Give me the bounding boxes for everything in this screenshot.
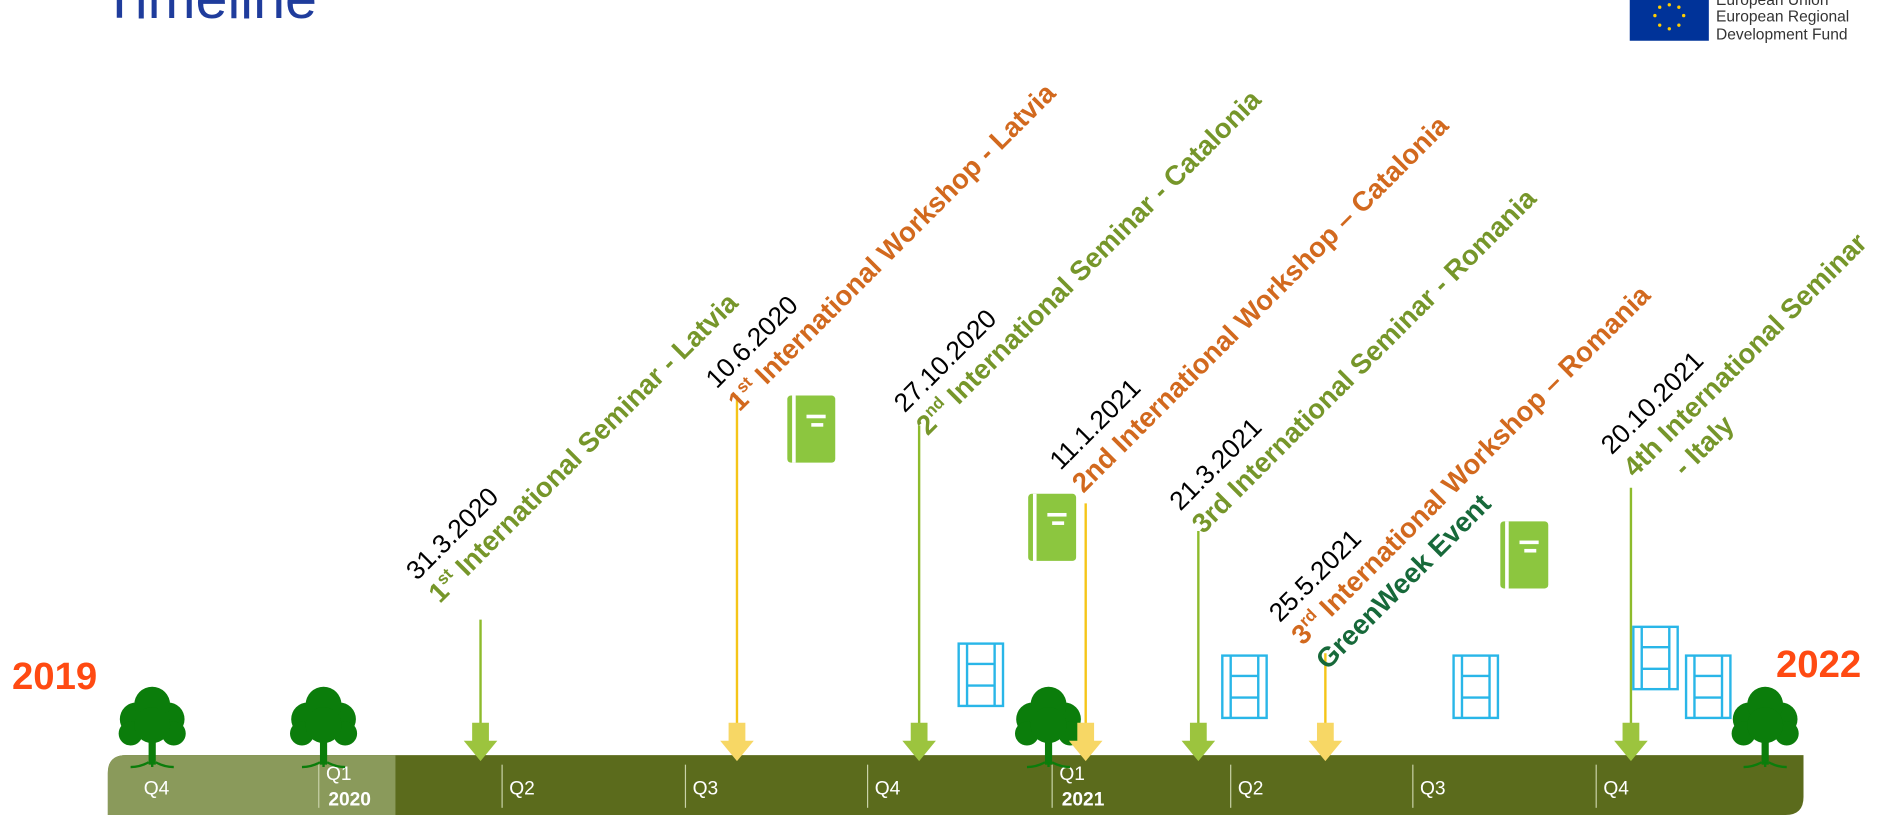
- tree-icon: [118, 686, 186, 769]
- film-frame: [1452, 654, 1500, 720]
- timeline-bar: [107, 755, 1804, 815]
- film-icon: [957, 642, 1005, 708]
- tree-roots: [130, 761, 174, 769]
- event-title: 1st International Seminar - Latvia: [422, 286, 745, 609]
- film-frame: [957, 642, 1005, 708]
- book-cover: [787, 395, 836, 463]
- event-title: 1st International Workshop - Latvia: [721, 76, 1062, 417]
- book-spine: [1505, 521, 1509, 589]
- event-title: 3rd International Seminar - Romania: [1186, 182, 1543, 539]
- tree-canopy: [134, 707, 171, 744]
- tree-trunk: [319, 731, 328, 765]
- film-frame: [1684, 654, 1732, 720]
- film-icon: [1452, 654, 1500, 720]
- film-icon: [1221, 654, 1268, 720]
- eu-stars: [1653, 3, 1686, 31]
- tree-canopy: [1747, 707, 1784, 744]
- quarter-label: Q2: [509, 779, 535, 800]
- logo-text: European Union: [1716, 0, 1828, 9]
- book-cover: [1500, 521, 1549, 589]
- quarter-label: Q3: [693, 779, 719, 800]
- film-icon: [1684, 654, 1732, 720]
- book-line: [806, 414, 826, 419]
- book-line: [1052, 521, 1065, 525]
- tree-roots: [301, 761, 346, 769]
- quarter-year: 2021: [1062, 789, 1105, 810]
- eu-flag: [1629, 0, 1709, 41]
- tree-icon: [1014, 686, 1083, 769]
- event-title-text: International Workshop – Romania: [1308, 279, 1657, 628]
- event-title: 2nd International Seminar - Catalonia: [909, 83, 1267, 441]
- tree-icon: [1731, 686, 1799, 769]
- quarter-label: Q1: [1059, 764, 1085, 785]
- quarter-year: 2020: [328, 789, 371, 810]
- end-year: 2022: [1776, 643, 1861, 686]
- event-arrow: [1614, 722, 1648, 762]
- title: Timeline: [102, 0, 317, 31]
- quarter-label: Q2: [1238, 779, 1264, 800]
- tree-canopy: [1030, 707, 1067, 744]
- logo-text: Development Fund: [1716, 27, 1847, 44]
- tree-roots: [1026, 761, 1071, 769]
- quarter-label: Q4: [1603, 779, 1629, 800]
- book-spine: [1032, 493, 1037, 561]
- event-arrow: [1068, 722, 1103, 762]
- start-year: 2019: [12, 655, 97, 698]
- tree-roots: [1743, 761, 1787, 769]
- event-arrow: [1308, 722, 1343, 762]
- book-icon: [1500, 521, 1549, 589]
- event-arrow: [1181, 722, 1216, 762]
- book-line: [811, 423, 824, 427]
- book-spine: [792, 395, 796, 463]
- tree-trunk: [1761, 731, 1769, 765]
- tree-trunk: [1044, 731, 1053, 765]
- quarter-label: Q4: [144, 779, 170, 800]
- book-line: [1524, 548, 1537, 553]
- film-frame: [1221, 654, 1268, 720]
- quarter-label: Q3: [1420, 779, 1446, 800]
- book-line: [1047, 512, 1067, 517]
- event-title: 3rd International Workshop – Romania: [1284, 278, 1656, 650]
- tree-canopy: [305, 707, 342, 744]
- event-arrow: [463, 722, 498, 762]
- quarter-label: Q4: [875, 779, 901, 800]
- event-title: 4th International Seminar: [1617, 227, 1873, 483]
- event-title-text: 4th International Seminar: [1617, 227, 1873, 483]
- past-segment: [107, 755, 396, 815]
- tree-icon: [289, 686, 358, 769]
- book-cover: [1028, 493, 1077, 561]
- quarter-label: Q1: [326, 764, 352, 785]
- book-icon: [787, 395, 836, 463]
- book-line: [1519, 540, 1539, 545]
- book-icon: [1028, 493, 1077, 561]
- event-title-text: 3rd International Seminar - Romania: [1186, 182, 1543, 539]
- film-frame: [1632, 625, 1679, 691]
- film-icon: [1632, 625, 1679, 691]
- event-title-text: International Seminar - Latvia: [444, 286, 745, 587]
- logo-text: European Regional: [1716, 9, 1849, 26]
- tree-trunk: [148, 731, 156, 765]
